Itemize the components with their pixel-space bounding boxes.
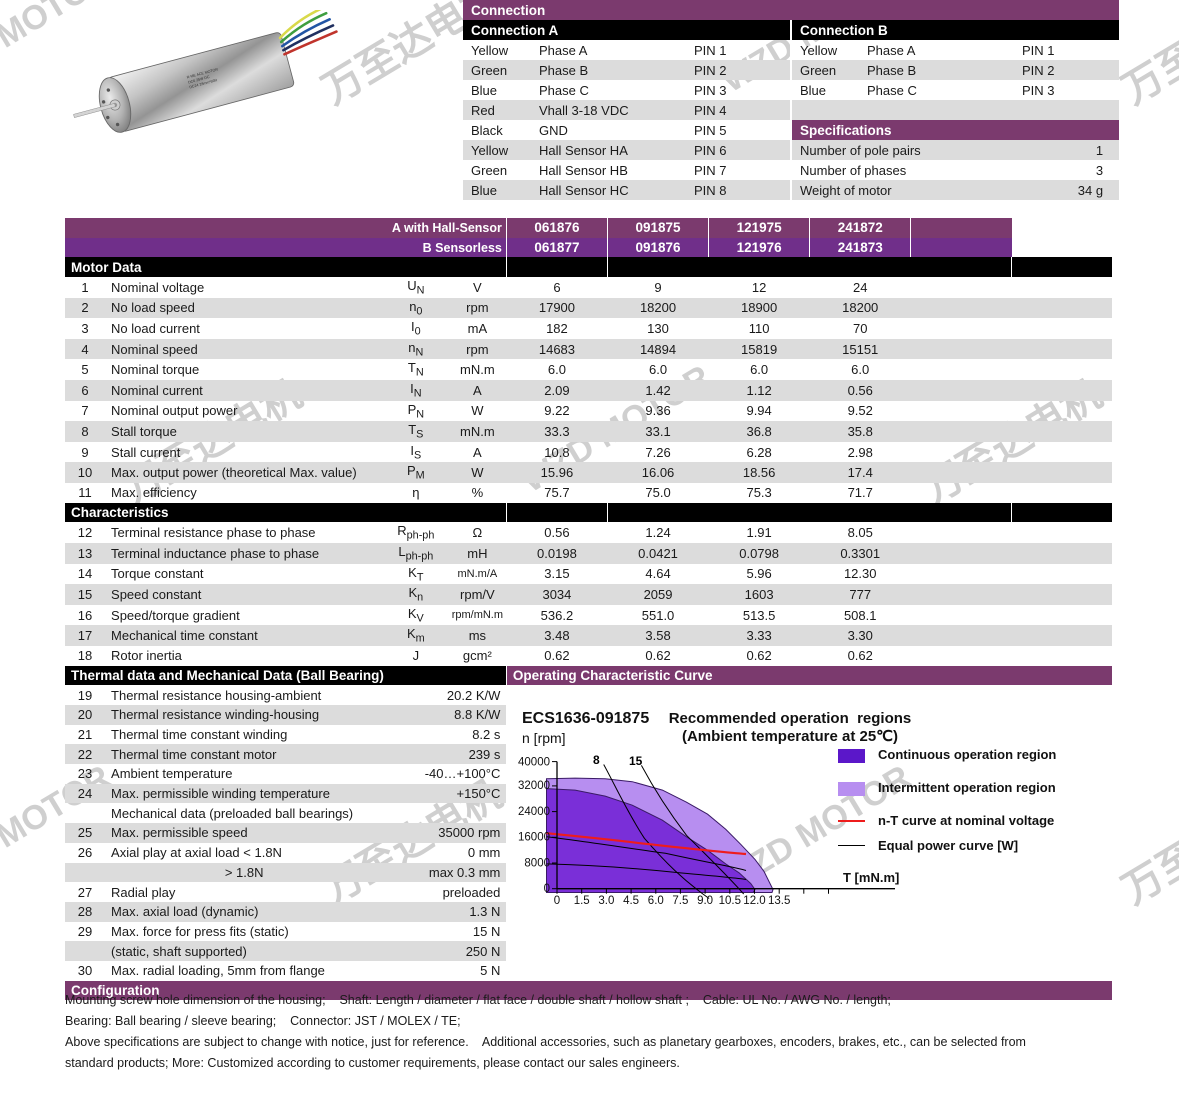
svg-text:24000: 24000 — [518, 806, 550, 818]
svg-text:1.5: 1.5 — [574, 895, 590, 907]
svg-text:6.0: 6.0 — [648, 895, 664, 907]
svg-text:32000: 32000 — [518, 780, 550, 792]
svg-text:0: 0 — [554, 895, 560, 907]
svg-text:9.0: 9.0 — [697, 895, 713, 907]
svg-text:12.0: 12.0 — [743, 895, 765, 907]
svg-text:40000: 40000 — [518, 757, 550, 769]
svg-text:10.5: 10.5 — [719, 895, 741, 907]
svg-text:8000: 8000 — [524, 857, 550, 869]
svg-text:8: 8 — [593, 755, 600, 767]
svg-text:0: 0 — [544, 883, 550, 895]
svg-text:13.5: 13.5 — [768, 895, 790, 907]
svg-text:3.0: 3.0 — [598, 895, 614, 907]
svg-text:4.5: 4.5 — [623, 895, 639, 907]
svg-text:16000: 16000 — [518, 832, 550, 844]
svg-text:7.5: 7.5 — [672, 895, 688, 907]
svg-text:15: 15 — [629, 755, 643, 768]
